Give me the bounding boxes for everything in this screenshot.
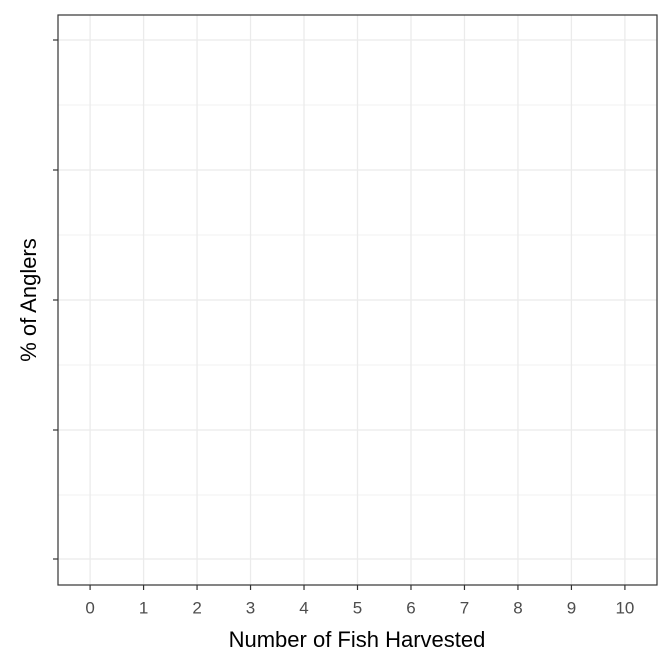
x-axis-title: Number of Fish Harvested xyxy=(229,627,486,652)
x-tick-label: 8 xyxy=(513,598,522,617)
x-tick-label: 7 xyxy=(460,598,469,617)
x-tick-label: 5 xyxy=(353,598,362,617)
grid xyxy=(58,15,657,585)
x-tick-label: 10 xyxy=(615,598,634,617)
x-tick-label: 6 xyxy=(406,598,415,617)
x-tick-label: 1 xyxy=(139,598,148,617)
x-tick-label: 2 xyxy=(192,598,201,617)
x-tick-label: 9 xyxy=(567,598,576,617)
y-axis-title: % of Anglers xyxy=(16,238,41,362)
x-tick-label: 0 xyxy=(85,598,94,617)
x-tick-label: 4 xyxy=(299,598,308,617)
x-tick-label: 3 xyxy=(246,598,255,617)
